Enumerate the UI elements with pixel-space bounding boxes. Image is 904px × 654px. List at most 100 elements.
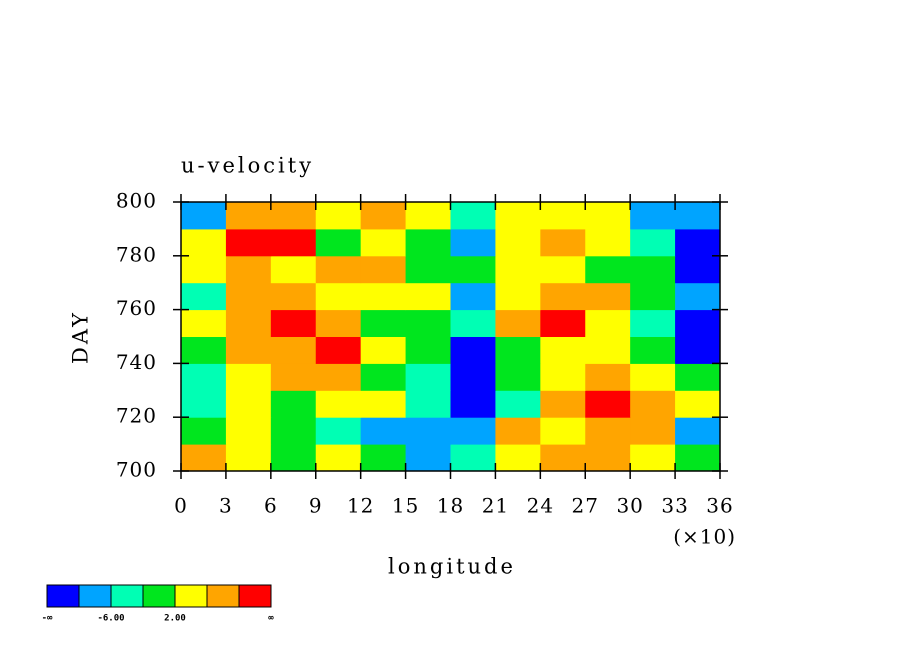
heatmap-cell xyxy=(585,390,631,418)
heatmap-cell xyxy=(270,228,317,257)
x-multiplier: (×10) xyxy=(673,525,736,549)
heatmap-cell xyxy=(585,417,631,445)
heatmap-cell xyxy=(405,255,451,284)
heatmap-cell xyxy=(225,363,272,391)
x-tick-label: 18 xyxy=(437,494,464,518)
heatmap-cell xyxy=(585,202,631,230)
colorbar-label: -∞ xyxy=(42,614,53,624)
heatmap-cell xyxy=(181,390,227,418)
x-tick-label: 3 xyxy=(219,494,233,518)
x-tick-label: 6 xyxy=(264,494,278,518)
heatmap-cell xyxy=(315,309,362,337)
heatmap-cell xyxy=(495,228,541,257)
heatmap-cell xyxy=(630,390,676,418)
heatmap-cell xyxy=(225,202,272,230)
heatmap-cell xyxy=(405,309,451,337)
heatmap-cell xyxy=(495,390,541,418)
heatmap-cell xyxy=(315,228,362,257)
heatmap-cell xyxy=(450,282,496,311)
heatmap-cell xyxy=(540,255,586,284)
colorbar-label: -6.00 xyxy=(97,614,124,624)
heatmap-cell xyxy=(630,202,676,230)
colorbar-swatch xyxy=(46,584,80,608)
heatmap-cell xyxy=(405,417,451,445)
y-tick-label: 720 xyxy=(116,404,157,428)
colorbar-swatch xyxy=(142,584,176,608)
heatmap-cell xyxy=(675,255,721,284)
heatmap-cell xyxy=(225,390,272,418)
heatmap-cell xyxy=(405,336,451,364)
heatmap-cell xyxy=(181,309,227,337)
heatmap-cell xyxy=(585,336,631,364)
heatmap-cell xyxy=(675,444,721,472)
heatmap-cell xyxy=(405,282,451,311)
heatmap-cell xyxy=(181,417,227,445)
heatmap-cell xyxy=(495,444,541,472)
heatmap-cell xyxy=(495,363,541,391)
heatmap-cell xyxy=(181,363,227,391)
heatmap-cell xyxy=(675,390,721,418)
colorbar-swatch xyxy=(206,584,240,608)
heatmap-cell xyxy=(585,444,631,472)
heatmap-cell xyxy=(540,282,586,311)
heatmap-cell xyxy=(225,417,272,445)
heatmap-cell xyxy=(360,282,407,311)
heatmap-cell xyxy=(225,336,272,364)
heatmap-cell xyxy=(360,444,407,472)
x-tick-label: 24 xyxy=(527,494,554,518)
colorbar-label: 2.00 xyxy=(164,614,186,624)
heatmap-cell xyxy=(585,255,631,284)
heatmap-cell xyxy=(405,202,451,230)
heatmap-cell xyxy=(450,444,496,472)
heatmap-cell xyxy=(360,390,407,418)
heatmap-cell xyxy=(450,202,496,230)
heatmap-cell xyxy=(360,202,407,230)
heatmap-cell xyxy=(540,228,586,257)
heatmap-cell xyxy=(540,444,586,472)
heatmap xyxy=(181,202,721,472)
heatmap-cell xyxy=(495,336,541,364)
heatmap-cell xyxy=(630,363,676,391)
heatmap-cell xyxy=(675,202,721,230)
heatmap-cell xyxy=(315,282,362,311)
heatmap-cell xyxy=(585,363,631,391)
heatmap-cell xyxy=(270,444,317,472)
x-tick-label: 0 xyxy=(174,494,188,518)
heatmap-cell xyxy=(181,202,227,230)
heatmap-cell xyxy=(450,309,496,337)
heatmap-cell xyxy=(270,417,317,445)
y-axis-label: DAY xyxy=(69,310,93,364)
heatmap-cell xyxy=(450,228,496,257)
heatmap-cell xyxy=(270,309,317,337)
heatmap-cell xyxy=(181,336,227,364)
heatmap-cell xyxy=(675,282,721,311)
x-tick-label: 27 xyxy=(572,494,599,518)
heatmap-cell xyxy=(360,255,407,284)
heatmap-cell xyxy=(630,417,676,445)
heatmap-cell xyxy=(495,309,541,337)
heatmap-cell xyxy=(450,390,496,418)
heatmap-cell xyxy=(585,228,631,257)
x-tick-label: 30 xyxy=(616,494,643,518)
heatmap-cell xyxy=(270,255,317,284)
heatmap-cell xyxy=(540,417,586,445)
heatmap-cell xyxy=(405,444,451,472)
colorbar-swatch xyxy=(110,584,144,608)
heatmap-cell xyxy=(585,282,631,311)
heatmap-cell xyxy=(315,444,362,472)
heatmap-cell xyxy=(225,282,272,311)
heatmap-cell xyxy=(225,309,272,337)
heatmap-cell xyxy=(181,228,227,257)
heatmap-cell xyxy=(181,255,227,284)
heatmap-cell xyxy=(360,228,407,257)
heatmap-cell xyxy=(540,309,586,337)
heatmap-cell xyxy=(495,202,541,230)
heatmap-cell xyxy=(540,390,586,418)
heatmap-cell xyxy=(585,309,631,337)
x-tick-label: 12 xyxy=(347,494,374,518)
heatmap-cell xyxy=(405,390,451,418)
heatmap-cell xyxy=(360,363,407,391)
heatmap-cell xyxy=(315,202,362,230)
heatmap-cell xyxy=(225,228,272,257)
